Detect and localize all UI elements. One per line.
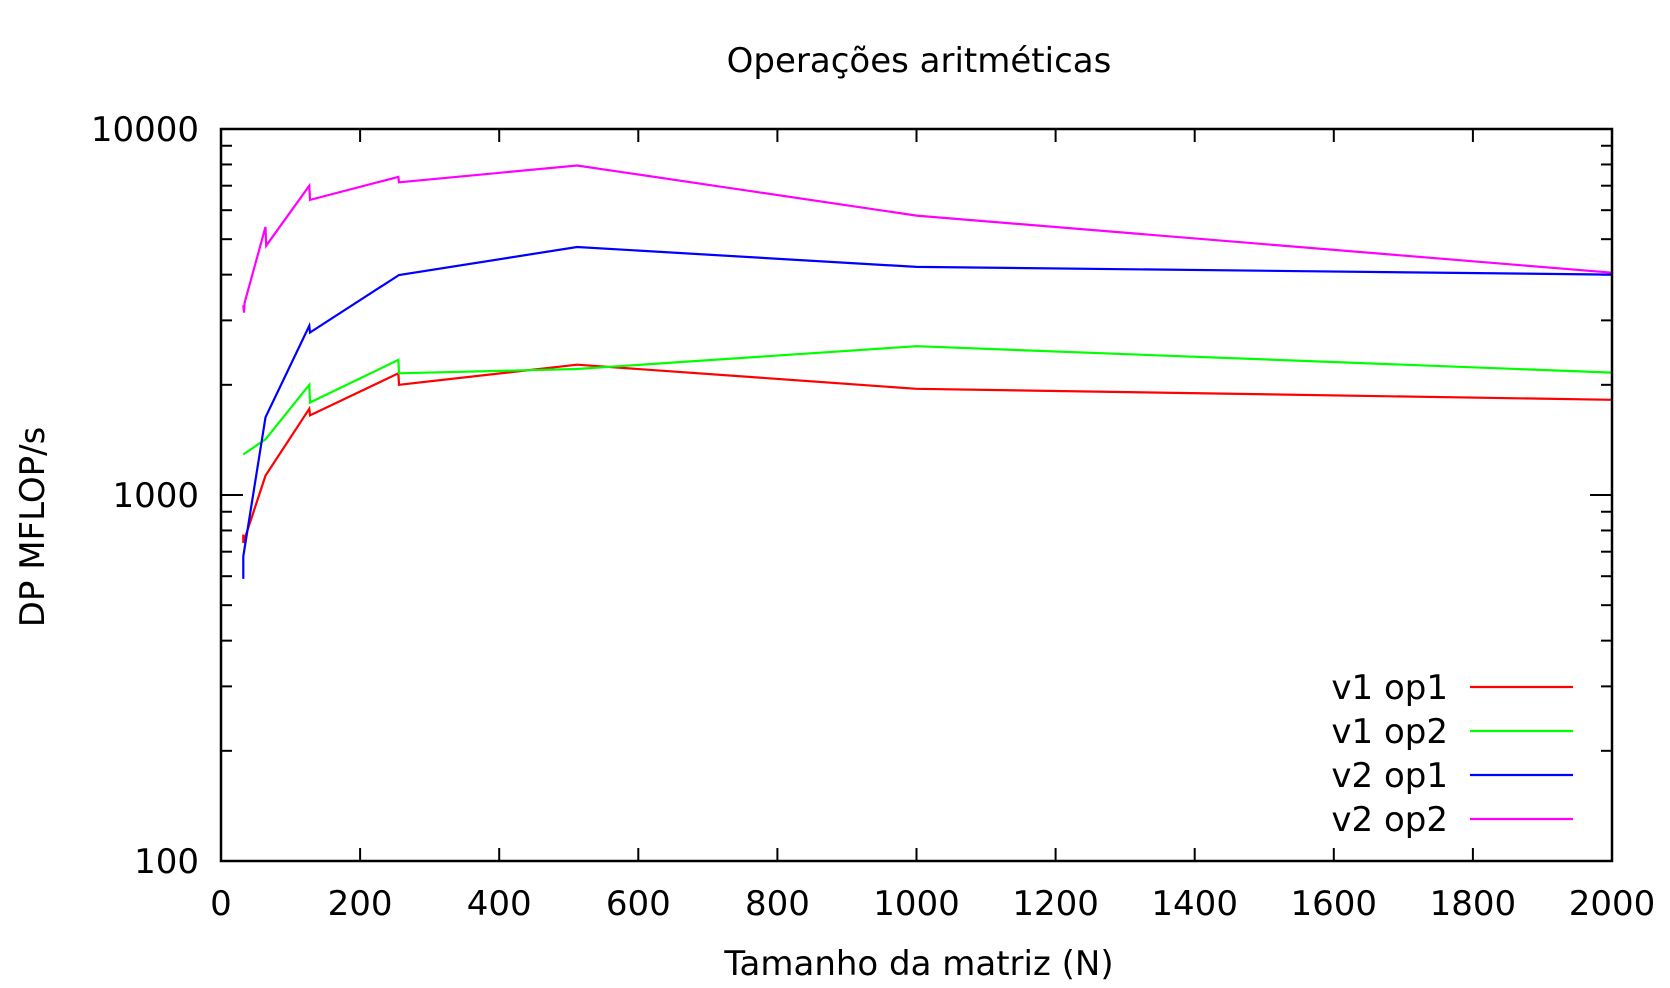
series-line	[242, 363, 1613, 544]
chart-title: Operações aritméticas	[727, 41, 1112, 81]
x-tick-label: 0	[210, 884, 232, 924]
plot-area: 0 200 400 600 800 1000 1200 1400 1600 1800 2000 100…	[91, 110, 1655, 924]
series-line	[242, 345, 1613, 456]
x-tick-label: 1200	[1012, 884, 1099, 924]
x-tick-label: 2000	[1569, 884, 1656, 924]
legend-label: v2 op1	[1331, 756, 1448, 796]
y-axis-label: DP MFLOP/s	[13, 427, 53, 628]
legend-label: v1 op1	[1331, 668, 1448, 708]
x-tick-label: 400	[467, 884, 532, 924]
series-line	[242, 164, 1613, 313]
y-tick-label: 100	[134, 842, 199, 882]
plot-border	[219, 127, 1614, 863]
legend-label: v1 op2	[1331, 712, 1448, 752]
x-tick-label: 1000	[873, 884, 960, 924]
legend-label: v2 op2	[1331, 800, 1448, 840]
x-tick-label: 1800	[1430, 884, 1517, 924]
x-tick-label: 200	[328, 884, 393, 924]
x-tick-label: 600	[606, 884, 671, 924]
x-axis-label: Tamanho da matriz (N)	[723, 944, 1113, 984]
y-tick-label: 1000	[112, 476, 199, 516]
y-tick-label: 10000	[91, 110, 199, 150]
x-tick-label: 1400	[1151, 884, 1238, 924]
x-tick-label: 1600	[1291, 884, 1378, 924]
x-tick-label: 800	[745, 884, 810, 924]
series-line	[242, 245, 1613, 579]
